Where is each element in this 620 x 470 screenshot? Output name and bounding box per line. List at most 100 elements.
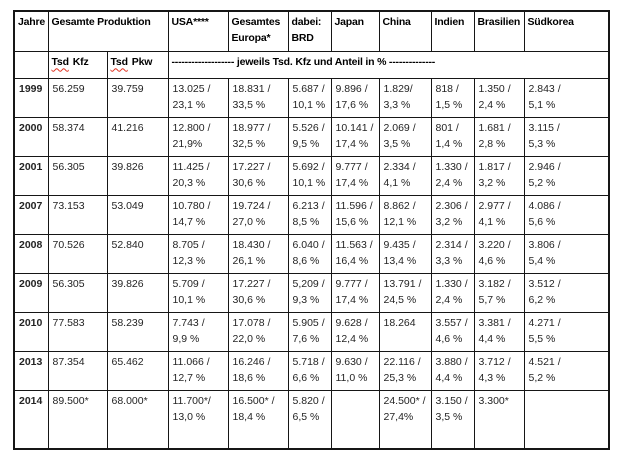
cell-line: 10,1 % [292,98,326,111]
pkw-total-cell: 39.759 [106,77,169,118]
china-cell: 18.264 [378,311,432,352]
europa-cell: 18.977 / 32,5 % [227,116,289,157]
cell-line: 22,0 % [232,332,266,345]
cell-line: 25,3 % [383,371,417,384]
kfz-total-cell: 70.526 [47,233,108,274]
cell-line: 5,2 % [528,176,556,189]
usa-cell: 11.700*/ 13,0 % [167,389,229,450]
cell-line: 12.800 / [172,121,211,134]
cell-line: 3.300* [478,394,509,407]
cell-line: 30,6 % [232,293,266,306]
china-cell: 2.334 / 4,1 % [378,155,432,196]
japan-cell: 9.777 / 17,4 % [330,272,380,313]
cell-line: 16,4 % [335,254,369,267]
kfz-total-cell: 73.153 [47,194,108,235]
cell-line: 3.806 / [528,238,561,251]
cell-line: 10.780 / [172,199,211,212]
brasilien-cell: 2.977 / 4,1 % [473,194,525,235]
header-row-main: Jahre Gesamte Produktion USA**** Gesamtes E… [13,10,610,52]
cell-line: 2.977 / [478,199,511,212]
cell-line: 4,4 % [478,332,506,345]
col-header-usa: USA**** [167,10,229,52]
cell-line: 3.512 / [528,277,561,290]
suedkorea-cell [523,389,610,450]
table-row: 1999 56.259 39.759 13.025 / 23,1 % 18.831 / 33… [13,77,610,118]
cell-line: 11.066 / [172,355,210,368]
cell-line: 12,7 % [172,371,206,384]
brd-cell: 5.526 / 9,5 % [287,116,332,157]
cell-line: 3.381 / [478,316,511,329]
subheader-empty-cell [13,50,49,79]
china-cell: 2.069 / 3,5 % [378,116,432,157]
cell-line: 5.709 / [172,277,205,290]
cell-line: 3.150 / [435,394,468,407]
brd-cell: 5.905 / 7,6 % [287,311,332,352]
cell-line: 18.977 / [232,121,271,134]
col-header-gesamte-produktion: Gesamte Produktion [47,10,169,52]
col-header-europa: Gesamtes Europa* [227,10,289,52]
japan-cell: 9.777 / 17,4 % [330,155,380,196]
cell-line: 11.596 / [335,199,373,212]
cell-line: 5,3 % [528,137,556,150]
usa-cell: 10.780 / 14,7 % [167,194,229,235]
cell-line: 3.182 / [478,277,511,290]
kfz-total-cell: 77.583 [47,311,108,352]
cell-line: 4,4 % [435,371,463,384]
cell-line: 11,0 % [335,371,368,384]
usa-cell: 11.066 / 12,7 % [167,350,229,391]
cell-line: 1,4 % [435,137,463,150]
cell-line: 33,5 % [232,98,266,111]
europa-cell: 18.831 / 33,5 % [227,77,289,118]
cell-line: 3,2 % [435,215,463,228]
cell-line: 3.115 / [528,121,560,134]
cell-line: 1.350 / [478,82,511,95]
usa-cell: 11.425 / 20,3 % [167,155,229,196]
cell-line: 18,6 % [232,371,266,384]
suedkorea-cell: 4.271 / 5,5 % [523,311,610,352]
subheader-tsd-pkw: Tsd Pkw [106,50,169,79]
cell-line: 9.777 / [335,160,368,173]
cell-line: 9,5 % [292,137,320,150]
suedkorea-cell: 2.946 / 5,2 % [523,155,610,196]
europa-cell: 17.078 / 22,0 % [227,311,289,352]
pkw-total-cell: 41.216 [106,116,169,157]
kfz-total-cell: 56.259 [47,77,108,118]
cell-line: 7.743 / [172,316,205,329]
pkw-total-cell: 65.462 [106,350,169,391]
indien-cell: 1.330 / 2,4 % [430,155,475,196]
suedkorea-cell: 2.843 / 5,1 % [523,77,610,118]
cell-line: 10,1 % [292,176,326,189]
indien-cell: 1.330 / 2,4 % [430,272,475,313]
col-header-brd: dabei: BRD [287,10,332,52]
header-row-units: Tsd Kfz Tsd Pkw ------------------- jeweils … [13,50,610,79]
cell-line: 6,5 % [292,410,320,423]
cell-line: 4.086 / [528,199,561,212]
cell-line: 5,1 % [528,98,556,111]
brd-cell: 5.692 / 10,1 % [287,155,332,196]
cell-line: 5,209 / [292,277,325,290]
cell-line: 10,1 % [172,293,206,306]
japan-cell: 9.628 / 12,4 % [330,311,380,352]
cell-line: 2.314 / [435,238,468,251]
cell-line: 6.040 / [292,238,325,251]
brd-cell: 5.718 / 6,6 % [287,350,332,391]
cell-line: 2.069 / [383,121,416,134]
pkw-total-cell: 52.840 [106,233,169,274]
cell-line: 20,3 % [172,176,206,189]
cell-line: 9.435 / [383,238,416,251]
cell-line: 6.213 / [292,199,325,212]
cell-line: 5.820 / [292,394,325,407]
cell-line: 18,4 % [232,410,266,423]
brasilien-cell: 3.300* [473,389,525,450]
table-row: 2000 58.374 41.216 12.800 / 21,9% 18.977 / 32,… [13,116,610,157]
cell-line: 11.425 / [172,160,210,173]
cell-line: 17.227 / [232,160,271,173]
cell-line: 4,6 % [435,332,463,345]
cell-line: 8.705 / [172,238,205,251]
cell-line: 801 / [435,121,459,134]
usa-cell: 12.800 / 21,9% [167,116,229,157]
indien-cell: 2.314 / 3,3 % [430,233,475,274]
cell-line: 2.946 / [528,160,561,173]
cell-line: 6,2 % [528,293,556,306]
cell-line: 8.862 / [383,199,416,212]
